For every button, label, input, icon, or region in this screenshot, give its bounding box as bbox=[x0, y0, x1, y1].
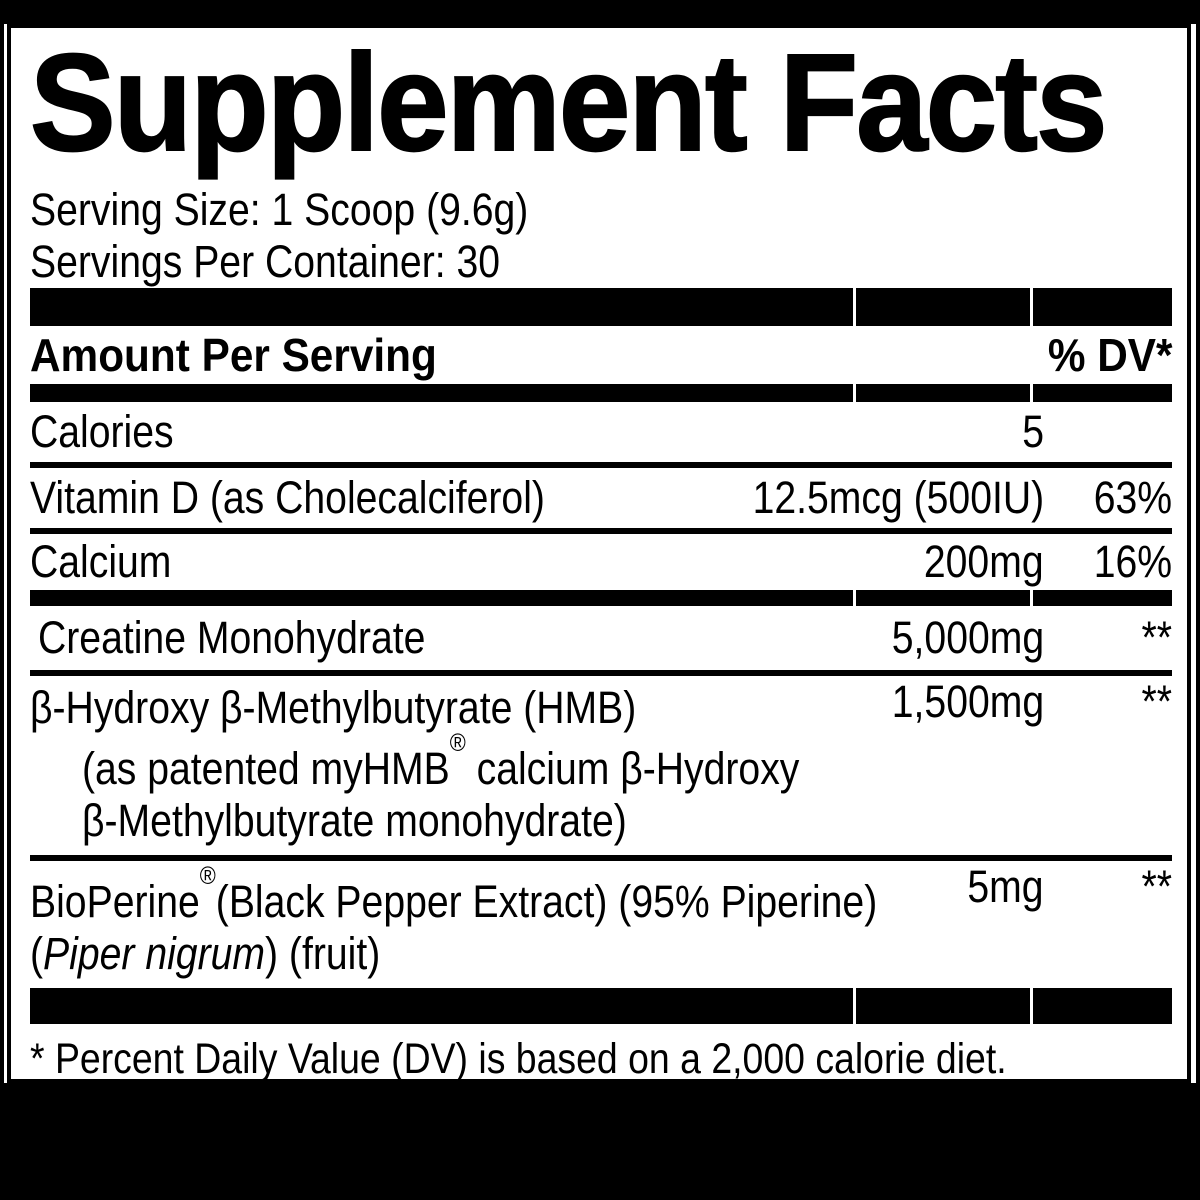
row-divider bbox=[30, 528, 1172, 534]
divider-bar-middle bbox=[30, 590, 1172, 606]
ingredient-amount: 5mg bbox=[967, 861, 1044, 912]
ingredient-subtext: (Piper nigrum) (fruit) bbox=[30, 928, 381, 979]
panel-title: Supplement Facts bbox=[29, 26, 1108, 180]
ingredient-subtext: (as patented myHMB® calcium β-Hydroxy bbox=[82, 729, 800, 794]
table-row-calcium: Calcium 200mg 16% bbox=[30, 534, 1172, 590]
divider-bar-top bbox=[30, 288, 1172, 326]
serving-size-text: Serving Size: 1 Scoop (9.6g) bbox=[30, 184, 529, 235]
servings-per-container-line: Servings Per Container: 30 bbox=[30, 236, 1172, 288]
ingredient-dv: ** bbox=[1141, 676, 1172, 727]
footnote-not-established: ** Daily Value not established. bbox=[30, 1085, 529, 1133]
ingredient-name: Calories bbox=[30, 406, 174, 457]
supplement-facts-panel: Supplement Facts Serving Size: 1 Scoop (… bbox=[4, 24, 1196, 1133]
table-header-row: Amount Per Serving % DV* bbox=[30, 326, 1172, 384]
servings-per-container-text: Servings Per Container: 30 bbox=[30, 236, 501, 287]
ingredient-amount: 12.5mcg (500IU) bbox=[752, 472, 1044, 523]
table-row-vitamin-d: Vitamin D (as Cholecalciferol) 12.5mcg (… bbox=[30, 468, 1172, 528]
percent-dv-header: % DV* bbox=[1047, 329, 1172, 381]
latin-name: Piper nigrum bbox=[43, 928, 265, 979]
row-divider bbox=[30, 670, 1172, 676]
divider-bar-header bbox=[30, 384, 1172, 402]
ingredient-name: β-Hydroxy β-Methylbutyrate (HMB) bbox=[30, 682, 637, 733]
ingredient-dv: ** bbox=[1141, 612, 1172, 663]
row-divider bbox=[30, 462, 1172, 468]
ingredient-amount: 200mg bbox=[924, 536, 1044, 587]
ingredient-amount: 5,000mg bbox=[891, 612, 1044, 663]
footnotes: * Percent Daily Value (DV) is based on a… bbox=[30, 1034, 1172, 1134]
table-row-calories: Calories 5 bbox=[30, 402, 1172, 462]
ingredient-name: Calcium bbox=[30, 536, 172, 587]
serving-size-line: Serving Size: 1 Scoop (9.6g) bbox=[30, 184, 1172, 236]
table-row-creatine: Creatine Monohydrate 5,000mg ** bbox=[30, 606, 1172, 670]
ingredient-dv: 16% bbox=[1093, 536, 1172, 587]
ingredient-dv: 63% bbox=[1093, 472, 1172, 523]
ingredient-name: Creatine Monohydrate bbox=[38, 612, 426, 663]
registered-mark: ® bbox=[449, 729, 466, 757]
row-divider bbox=[30, 855, 1172, 861]
table-row-hmb: β-Hydroxy β-Methylbutyrate (HMB) 1,500mg… bbox=[30, 676, 1172, 855]
ingredient-amount: 5 bbox=[1022, 406, 1044, 457]
ingredient-dv: ** bbox=[1141, 861, 1172, 912]
panel-content: Supplement Facts Serving Size: 1 Scoop (… bbox=[29, 26, 1172, 1133]
ingredient-name: Vitamin D (as Cholecalciferol) bbox=[30, 472, 545, 523]
ingredient-subtext: β-Methylbutyrate monohydrate) bbox=[82, 795, 627, 846]
registered-mark: ® bbox=[199, 862, 216, 890]
ingredient-name: BioPerine®(Black Pepper Extract) (95% Pi… bbox=[30, 862, 878, 927]
divider-bar-bottom bbox=[30, 988, 1172, 1024]
amount-per-serving-header: Amount Per Serving bbox=[30, 329, 437, 381]
ingredient-amount: 1,500mg bbox=[891, 676, 1044, 727]
footnote-dv: * Percent Daily Value (DV) is based on a… bbox=[30, 1035, 1007, 1083]
table-row-bioperine: BioPerine®(Black Pepper Extract) (95% Pi… bbox=[30, 861, 1172, 988]
